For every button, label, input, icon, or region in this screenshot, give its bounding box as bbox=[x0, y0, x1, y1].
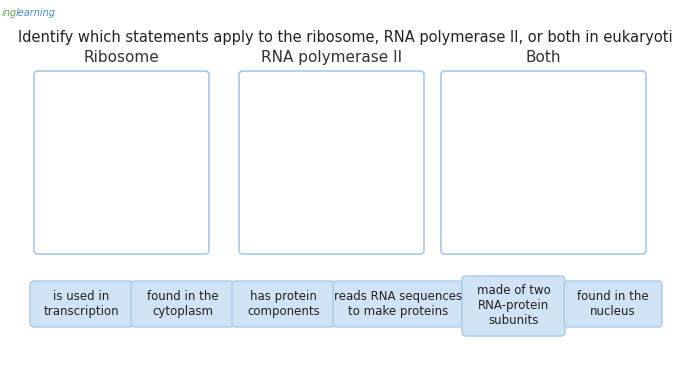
Text: reads RNA sequences
to make proteins: reads RNA sequences to make proteins bbox=[334, 290, 462, 318]
FancyBboxPatch shape bbox=[333, 281, 463, 327]
FancyBboxPatch shape bbox=[564, 281, 662, 327]
FancyBboxPatch shape bbox=[232, 281, 335, 327]
Text: Both: Both bbox=[525, 50, 561, 65]
FancyBboxPatch shape bbox=[34, 71, 209, 254]
Text: learning: learning bbox=[16, 8, 56, 18]
Text: Identify which statements apply to the ribosome, RNA polymerase II, or both in e: Identify which statements apply to the r… bbox=[18, 30, 673, 45]
Text: made of two
RNA-protein
subunits: made of two RNA-protein subunits bbox=[476, 285, 551, 328]
FancyBboxPatch shape bbox=[239, 71, 424, 254]
Text: RNA polymerase II: RNA polymerase II bbox=[261, 50, 402, 65]
FancyBboxPatch shape bbox=[441, 71, 646, 254]
Text: found in the
nucleus: found in the nucleus bbox=[577, 290, 649, 318]
FancyBboxPatch shape bbox=[462, 276, 565, 336]
Text: Ribosome: Ribosome bbox=[83, 50, 159, 65]
FancyBboxPatch shape bbox=[30, 281, 133, 327]
Text: is used in
transcription: is used in transcription bbox=[44, 290, 119, 318]
FancyBboxPatch shape bbox=[131, 281, 234, 327]
Text: found in the
cytoplasm: found in the cytoplasm bbox=[147, 290, 218, 318]
Text: ing: ing bbox=[2, 8, 17, 18]
Text: has protein
components: has protein components bbox=[247, 290, 320, 318]
